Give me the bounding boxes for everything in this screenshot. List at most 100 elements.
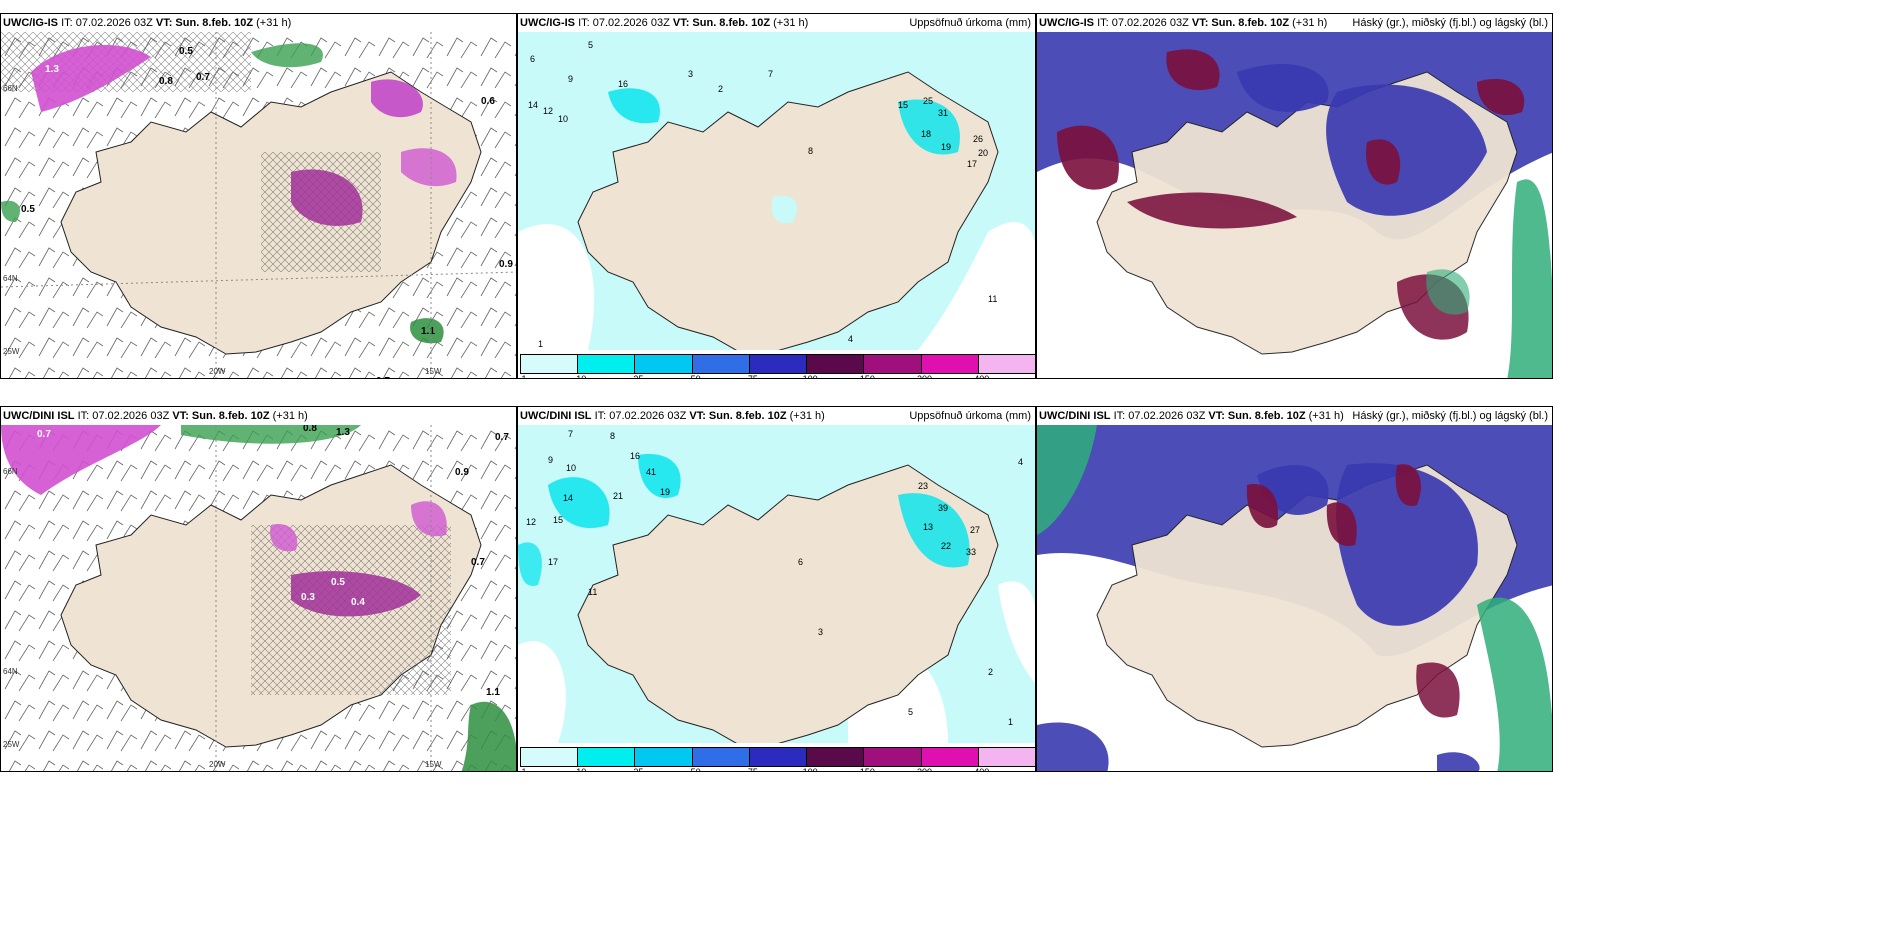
precip-value: 7 bbox=[768, 69, 773, 79]
green-area-e bbox=[410, 318, 444, 344]
model-name: UWC/IG-IS bbox=[1039, 17, 1094, 29]
valid-time: VT: Sun. 8.feb. 10Z bbox=[672, 17, 771, 29]
colorbar-swatch bbox=[520, 747, 579, 767]
model-name: UWC/DINI ISL bbox=[3, 410, 75, 422]
colorbar-swatch bbox=[520, 354, 579, 374]
map-panel-ig-snow: UWC/IG-IS IT: 07.02.2026 03Z VT: Sun. 8.… bbox=[0, 13, 517, 379]
precip-value: 7 bbox=[568, 429, 573, 439]
panel-header: UWC/IG-IS IT: 07.02.2026 03Z VT: Sun. 8.… bbox=[1, 14, 516, 32]
precip-value: 11 bbox=[588, 587, 597, 597]
precip-value: 15 bbox=[553, 515, 563, 525]
lon-label: 25W bbox=[3, 740, 20, 749]
colorbar-swatch bbox=[691, 354, 750, 374]
snow-label: 0.7 bbox=[37, 429, 51, 440]
precip-value: 13 bbox=[923, 522, 933, 532]
colorbar: 1 10 25 50 75 100 150 200 400 bbox=[520, 747, 1035, 771]
green-area-se bbox=[461, 701, 516, 771]
precip-value: 1 bbox=[1008, 717, 1013, 727]
precip-value: 14 bbox=[528, 100, 538, 110]
snow-label: 0.7 bbox=[471, 557, 485, 568]
precip-value: 25 bbox=[923, 96, 933, 106]
panel-header: UWC/IG-IS IT: 07.02.2026 03Z VT: Sun. 8.… bbox=[1037, 14, 1552, 32]
precip-value: 8 bbox=[808, 146, 813, 156]
valid-time: VT: Sun. 8.feb. 10Z bbox=[155, 17, 254, 29]
precip-value: 16 bbox=[630, 451, 640, 461]
colorbar-swatch bbox=[634, 354, 693, 374]
snow-area-east bbox=[371, 79, 423, 118]
init-time: IT: 07.02.2026 03Z bbox=[61, 17, 153, 29]
map-panel-dini-precip: UWC/DINI ISL IT: 07.02.2026 03Z VT: Sun.… bbox=[517, 406, 1036, 772]
lon-label: 25W bbox=[3, 347, 20, 356]
model-name: UWC/IG-IS bbox=[520, 17, 575, 29]
precip-value: 5 bbox=[908, 707, 913, 717]
valid-time: VT: Sun. 8.feb. 10Z bbox=[172, 410, 270, 422]
colorbar-swatch bbox=[577, 747, 636, 767]
colorbar-label: 400 bbox=[974, 374, 990, 379]
colorbar-label: 200 bbox=[917, 767, 933, 772]
model-name: UWC/IG-IS bbox=[3, 17, 58, 29]
init-time: IT: 07.02.2026 03Z bbox=[594, 410, 687, 422]
colorbar-label: 25 bbox=[633, 374, 644, 379]
colorbar-label: 200 bbox=[917, 374, 933, 379]
panel-header: UWC/DINI ISL IT: 07.02.2026 03Z VT: Sun.… bbox=[1, 407, 516, 425]
precip-map: 5 6 9 10 12 14 16 3 7 2 1 25 31 18 19 26… bbox=[518, 32, 1035, 350]
precip-value: 6 bbox=[530, 54, 535, 64]
precip-value: 12 bbox=[543, 106, 553, 116]
lead-time: (+31 h) bbox=[789, 410, 825, 422]
product-title: Uppsöfnuð úrkoma (mm) bbox=[909, 410, 1031, 422]
colorbar-swatch bbox=[977, 354, 1035, 374]
colorbar-swatch bbox=[748, 354, 808, 374]
snow-label: 0.5 bbox=[179, 46, 193, 57]
colorbar-swatch bbox=[634, 747, 693, 767]
precip-value: 39 bbox=[938, 503, 948, 513]
snow-label: 0.5 bbox=[331, 577, 345, 588]
valid-time: VT: Sun. 8.feb. 10Z bbox=[1208, 410, 1306, 422]
colorbar-label: 1 bbox=[521, 767, 527, 772]
colorbar-swatch bbox=[920, 354, 979, 374]
colorbar-label: 150 bbox=[859, 374, 875, 379]
precip-value: 11 bbox=[988, 294, 997, 304]
precip-value: 16 bbox=[618, 79, 628, 89]
snow-area-nw bbox=[31, 45, 151, 112]
map-panel-ig-clouds: UWC/IG-IS IT: 07.02.2026 03Z VT: Sun. 8.… bbox=[1036, 13, 1553, 379]
snow-label: 0.7 bbox=[196, 72, 210, 83]
snow-label: 0.8 bbox=[303, 425, 317, 434]
precip-map: 7 8 9 10 12 14 15 16 21 41 19 23 39 27 3… bbox=[518, 425, 1035, 743]
precip-value: 26 bbox=[973, 134, 983, 144]
product-title: Háský (gr.), miðský (fj.bl.) og lágský (… bbox=[1352, 410, 1548, 422]
snow-label: 0.8 bbox=[159, 76, 173, 87]
precip-value: 3 bbox=[818, 627, 823, 637]
precip-value: 14 bbox=[563, 493, 573, 503]
lead-time: (+31 h) bbox=[272, 410, 308, 422]
precip-value: 22 bbox=[941, 541, 951, 551]
colorbar-label: 10 bbox=[576, 374, 587, 379]
colorbar-label: 150 bbox=[859, 767, 875, 772]
cloud-map bbox=[1037, 425, 1552, 771]
colorbar-swatch bbox=[748, 747, 808, 767]
snow-area-center bbox=[291, 571, 421, 617]
precip-value: 41 bbox=[646, 467, 656, 477]
colorbar-swatch bbox=[863, 354, 922, 374]
colorbar-swatch bbox=[863, 747, 922, 767]
lon-label: 20W bbox=[209, 367, 226, 376]
precip-value: 5 bbox=[588, 40, 593, 50]
colorbar-label: 400 bbox=[974, 767, 990, 772]
colorbar-swatch bbox=[577, 354, 636, 374]
snow-label: 0.9 bbox=[455, 467, 469, 478]
model-name: UWC/DINI ISL bbox=[520, 410, 592, 422]
snow-area-e2 bbox=[401, 148, 457, 187]
snow-wind-map: 0.5 0.7 0.8 0.6 0.5 0.7 1.1 0.9 1.3 bbox=[1, 32, 516, 378]
precip-value: 19 bbox=[941, 142, 951, 152]
lon-label: 20W bbox=[209, 760, 226, 769]
lat-label: 66N bbox=[3, 467, 18, 476]
init-time: IT: 07.02.2026 03Z bbox=[1097, 17, 1189, 29]
product-title: Uppsöfnuð úrkoma (mm) bbox=[909, 17, 1031, 29]
colorbar-label: 1 bbox=[521, 374, 527, 379]
precip-value: 23 bbox=[918, 481, 928, 491]
init-time: IT: 07.02.2026 03Z bbox=[77, 410, 170, 422]
snow-label: 0.7 bbox=[495, 432, 509, 443]
green-area-n bbox=[181, 425, 361, 444]
snow-label: 1.3 bbox=[336, 427, 350, 438]
green-area-w bbox=[1, 200, 21, 222]
panel-header: UWC/IG-IS IT: 07.02.2026 03Z VT: Sun. 8.… bbox=[518, 14, 1035, 32]
